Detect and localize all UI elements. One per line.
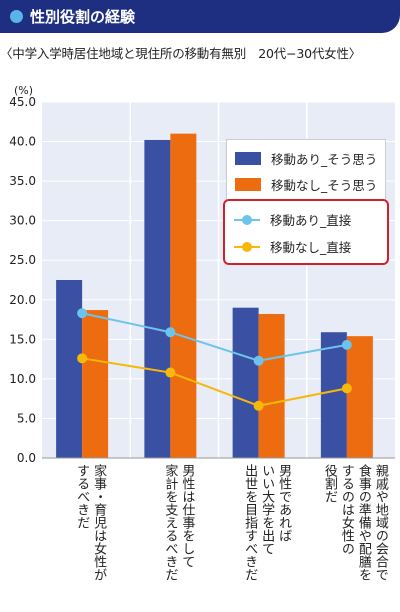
bar-move-yes-agree: [56, 280, 83, 458]
point-move-no-direct: [341, 383, 352, 394]
legend-label-move-no-direct: 移動なし_直接: [270, 240, 352, 255]
y-tick-label: 10.0: [9, 372, 36, 386]
legend-swatch-move-no-agree: [235, 178, 261, 191]
legend-label-move-yes-agree: 移動あり_そう思う: [271, 152, 378, 167]
legend-bars: 移動あり_そう思う 移動なし_そう思う: [226, 139, 386, 201]
bar-move-yes-agree: [232, 307, 259, 458]
bar-move-yes-agree: [320, 332, 347, 458]
x-category-label: 男性は仕事をして 家計を支えるべきだ: [162, 464, 195, 581]
legend-lines: 移動あり_直接 移動なし_直接: [223, 199, 389, 265]
y-tick-label: 20.0: [9, 293, 36, 307]
x-category-label: 男性であれば いい大学を出て 出世を目指すべきだ: [242, 464, 292, 581]
bar-move-no-agree: [82, 310, 109, 458]
x-category-label: 親戚や地域の会合で 食事の準備や配膳を するのは女性の 役割だ: [321, 464, 388, 581]
legend-swatch-move-yes-direct: [234, 213, 260, 226]
y-tick-label: 15.0: [9, 332, 36, 346]
bar-move-no-agree: [346, 336, 373, 458]
legend-label-move-yes-direct: 移動あり_直接: [270, 213, 352, 228]
x-category-label: 家事・育児は女性が するべきだ: [74, 464, 107, 581]
y-tick-label: 0.0: [17, 451, 36, 465]
chart-title: 性別役割の経験: [30, 8, 136, 26]
point-move-yes-direct: [77, 308, 88, 319]
y-tick-label: 5.0: [17, 411, 36, 425]
header-bullet-icon: [10, 10, 23, 23]
line-move-yes-direct: [81, 312, 348, 362]
legend-item-move-no-agree: 移動なし_そう思う: [235, 175, 377, 194]
legend-item-move-yes-direct: 移動あり_直接: [234, 210, 351, 229]
chart-subtitle: 〈中学入学時居住地域と現住所の移動有無別 20代−30代女性〉: [0, 46, 362, 61]
line-move-no-direct: [81, 357, 348, 407]
legend-item-move-yes-agree: 移動あり_そう思う: [235, 149, 377, 168]
legend-swatch-move-yes-agree: [235, 152, 261, 165]
bar-move-yes-agree: [144, 139, 171, 458]
y-tick-label: 40.0: [9, 135, 36, 149]
point-move-yes-direct: [253, 355, 264, 366]
legend-item-move-no-direct: 移動なし_直接: [234, 237, 351, 256]
bar-move-no-agree: [258, 314, 285, 458]
point-move-no-direct: [77, 353, 88, 364]
legend-swatch-move-no-direct: [234, 240, 260, 253]
bar-move-no-agree: [170, 133, 197, 458]
point-move-no-direct: [165, 367, 176, 378]
y-tick-label: 45.0: [9, 95, 36, 109]
chart-header: 性別役割の経験: [0, 0, 400, 33]
y-tick-label: 30.0: [9, 214, 36, 228]
y-tick-label: 25.0: [9, 253, 36, 267]
y-tick-label: 35.0: [9, 174, 36, 188]
point-move-no-direct: [253, 400, 264, 411]
point-move-yes-direct: [165, 327, 176, 338]
legend-label-move-no-agree: 移動なし_そう思う: [271, 178, 378, 193]
y-axis-unit: (%): [14, 84, 34, 97]
point-move-yes-direct: [341, 339, 352, 350]
